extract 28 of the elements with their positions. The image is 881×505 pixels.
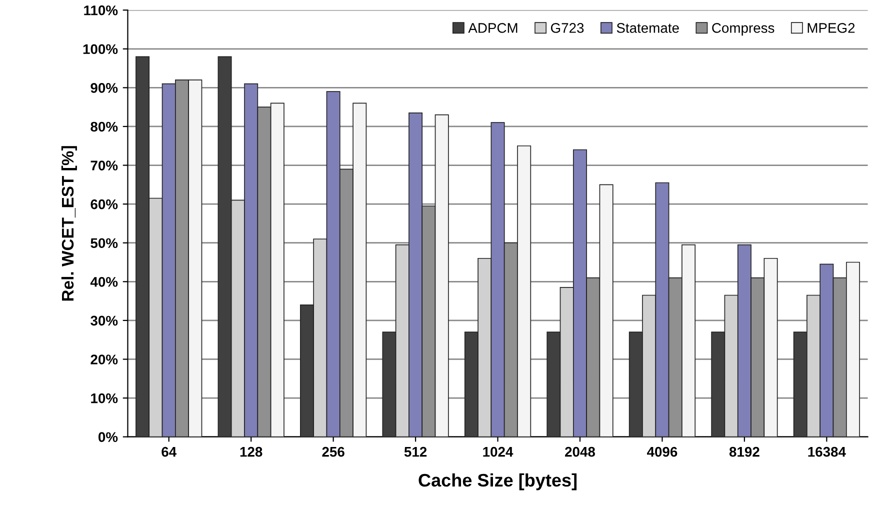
x-tick-label: 2048: [565, 446, 596, 457]
y-tick-label: 30%: [90, 316, 118, 326]
x-tick-label: 4096: [646, 446, 678, 457]
y-axis-title: Rel. WCET_EST [%]: [61, 146, 77, 301]
legend-label: Statemate: [616, 23, 679, 33]
y-tick-label: 0%: [98, 432, 118, 442]
x-tick-label: 256: [322, 446, 344, 457]
y-tick-label: 10%: [91, 393, 118, 404]
legend-label: Compress: [712, 23, 774, 36]
legend-label: G723: [550, 23, 584, 33]
x-tick-label: 512: [404, 446, 427, 457]
x-tick-label: 16384: [808, 446, 846, 457]
y-tick-label: 80%: [90, 122, 118, 132]
y-tick-label: 110%: [84, 5, 118, 16]
x-axis-title: Cache Size [bytes]: [418, 473, 577, 490]
x-tick-label: 8192: [729, 446, 760, 457]
y-tick-label: 40%: [90, 276, 118, 287]
y-tick-label: 90%: [90, 83, 118, 93]
x-tick-label: 1024: [483, 446, 514, 457]
y-tick-label: 20%: [90, 354, 118, 364]
legend-label: MPEG2: [808, 23, 855, 33]
x-tick-label: 128: [240, 446, 262, 457]
y-tick-label: 60%: [90, 199, 118, 210]
legend-label: ADPCM: [468, 23, 518, 33]
y-tick-label: 70%: [90, 160, 118, 170]
y-tick-label: 50%: [90, 238, 118, 248]
x-tick-label: 64: [162, 446, 177, 457]
y-tick-label: 100%: [83, 44, 118, 54]
